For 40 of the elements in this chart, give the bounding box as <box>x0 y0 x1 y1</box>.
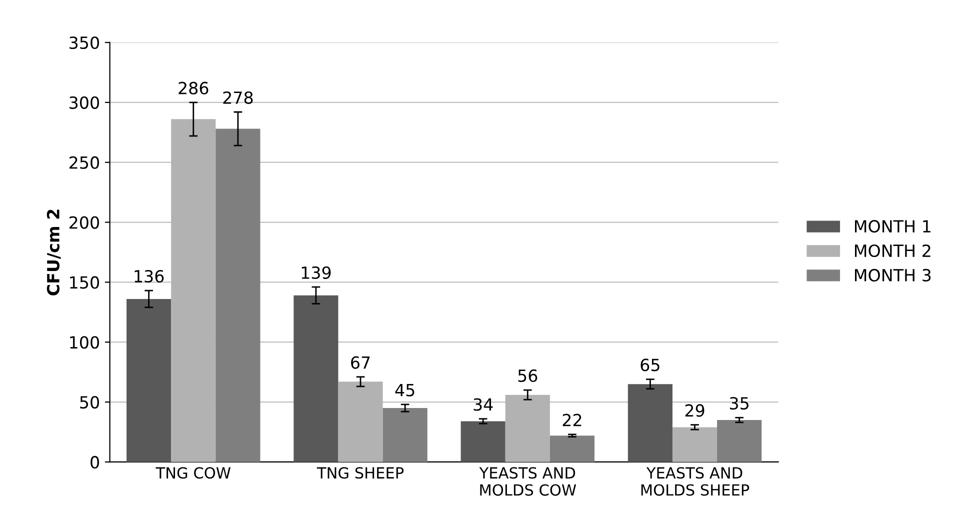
data-label: 22 <box>562 414 582 426</box>
y-tick-label: 150 <box>70 276 99 289</box>
data-label: 139 <box>302 266 331 279</box>
bar <box>126 298 172 462</box>
bar <box>672 427 718 462</box>
data-label: 35 <box>730 396 748 410</box>
y-tick-label: 100 <box>70 336 99 349</box>
data-label: 45 <box>395 384 414 396</box>
data-label: 67 <box>351 356 370 369</box>
bar <box>717 420 762 462</box>
legend-label: MONTH 3 <box>854 268 931 282</box>
bar <box>338 382 383 462</box>
data-label: 286 <box>178 82 208 94</box>
data-label: 34 <box>474 398 493 411</box>
y-axis-title: CFU/cm 2 <box>46 210 61 296</box>
data-label: 136 <box>134 270 164 283</box>
y-tick-label: 200 <box>70 216 99 229</box>
bar <box>294 295 338 462</box>
legend-label: MONTH 1 <box>854 220 930 233</box>
bar <box>171 119 216 462</box>
y-tick-label: 300 <box>70 96 99 109</box>
data-label: 56 <box>518 369 538 382</box>
y-tick-label: 350 <box>70 36 99 50</box>
y-tick-label: 50 <box>80 396 99 409</box>
y-tick-label: 0 <box>90 456 99 469</box>
bar <box>216 128 260 462</box>
data-label: 29 <box>685 404 704 417</box>
x-tick-label: TNG SHEEP <box>316 467 404 479</box>
bar <box>505 394 550 462</box>
bar <box>382 408 428 462</box>
bar <box>550 436 594 462</box>
data-label: 278 <box>223 91 253 104</box>
x-tick-label: YEASTS AND MOLDS SHEEP <box>641 467 750 496</box>
bar <box>460 421 506 462</box>
data-label: 65 <box>640 358 660 372</box>
bar <box>628 384 672 462</box>
y-tick-label: 250 <box>70 156 99 169</box>
x-tick-label: TNG COW <box>156 467 231 479</box>
legend-label: MONTH 2 <box>854 244 930 258</box>
x-tick-label: YEASTS AND MOLDS COW <box>479 467 576 496</box>
